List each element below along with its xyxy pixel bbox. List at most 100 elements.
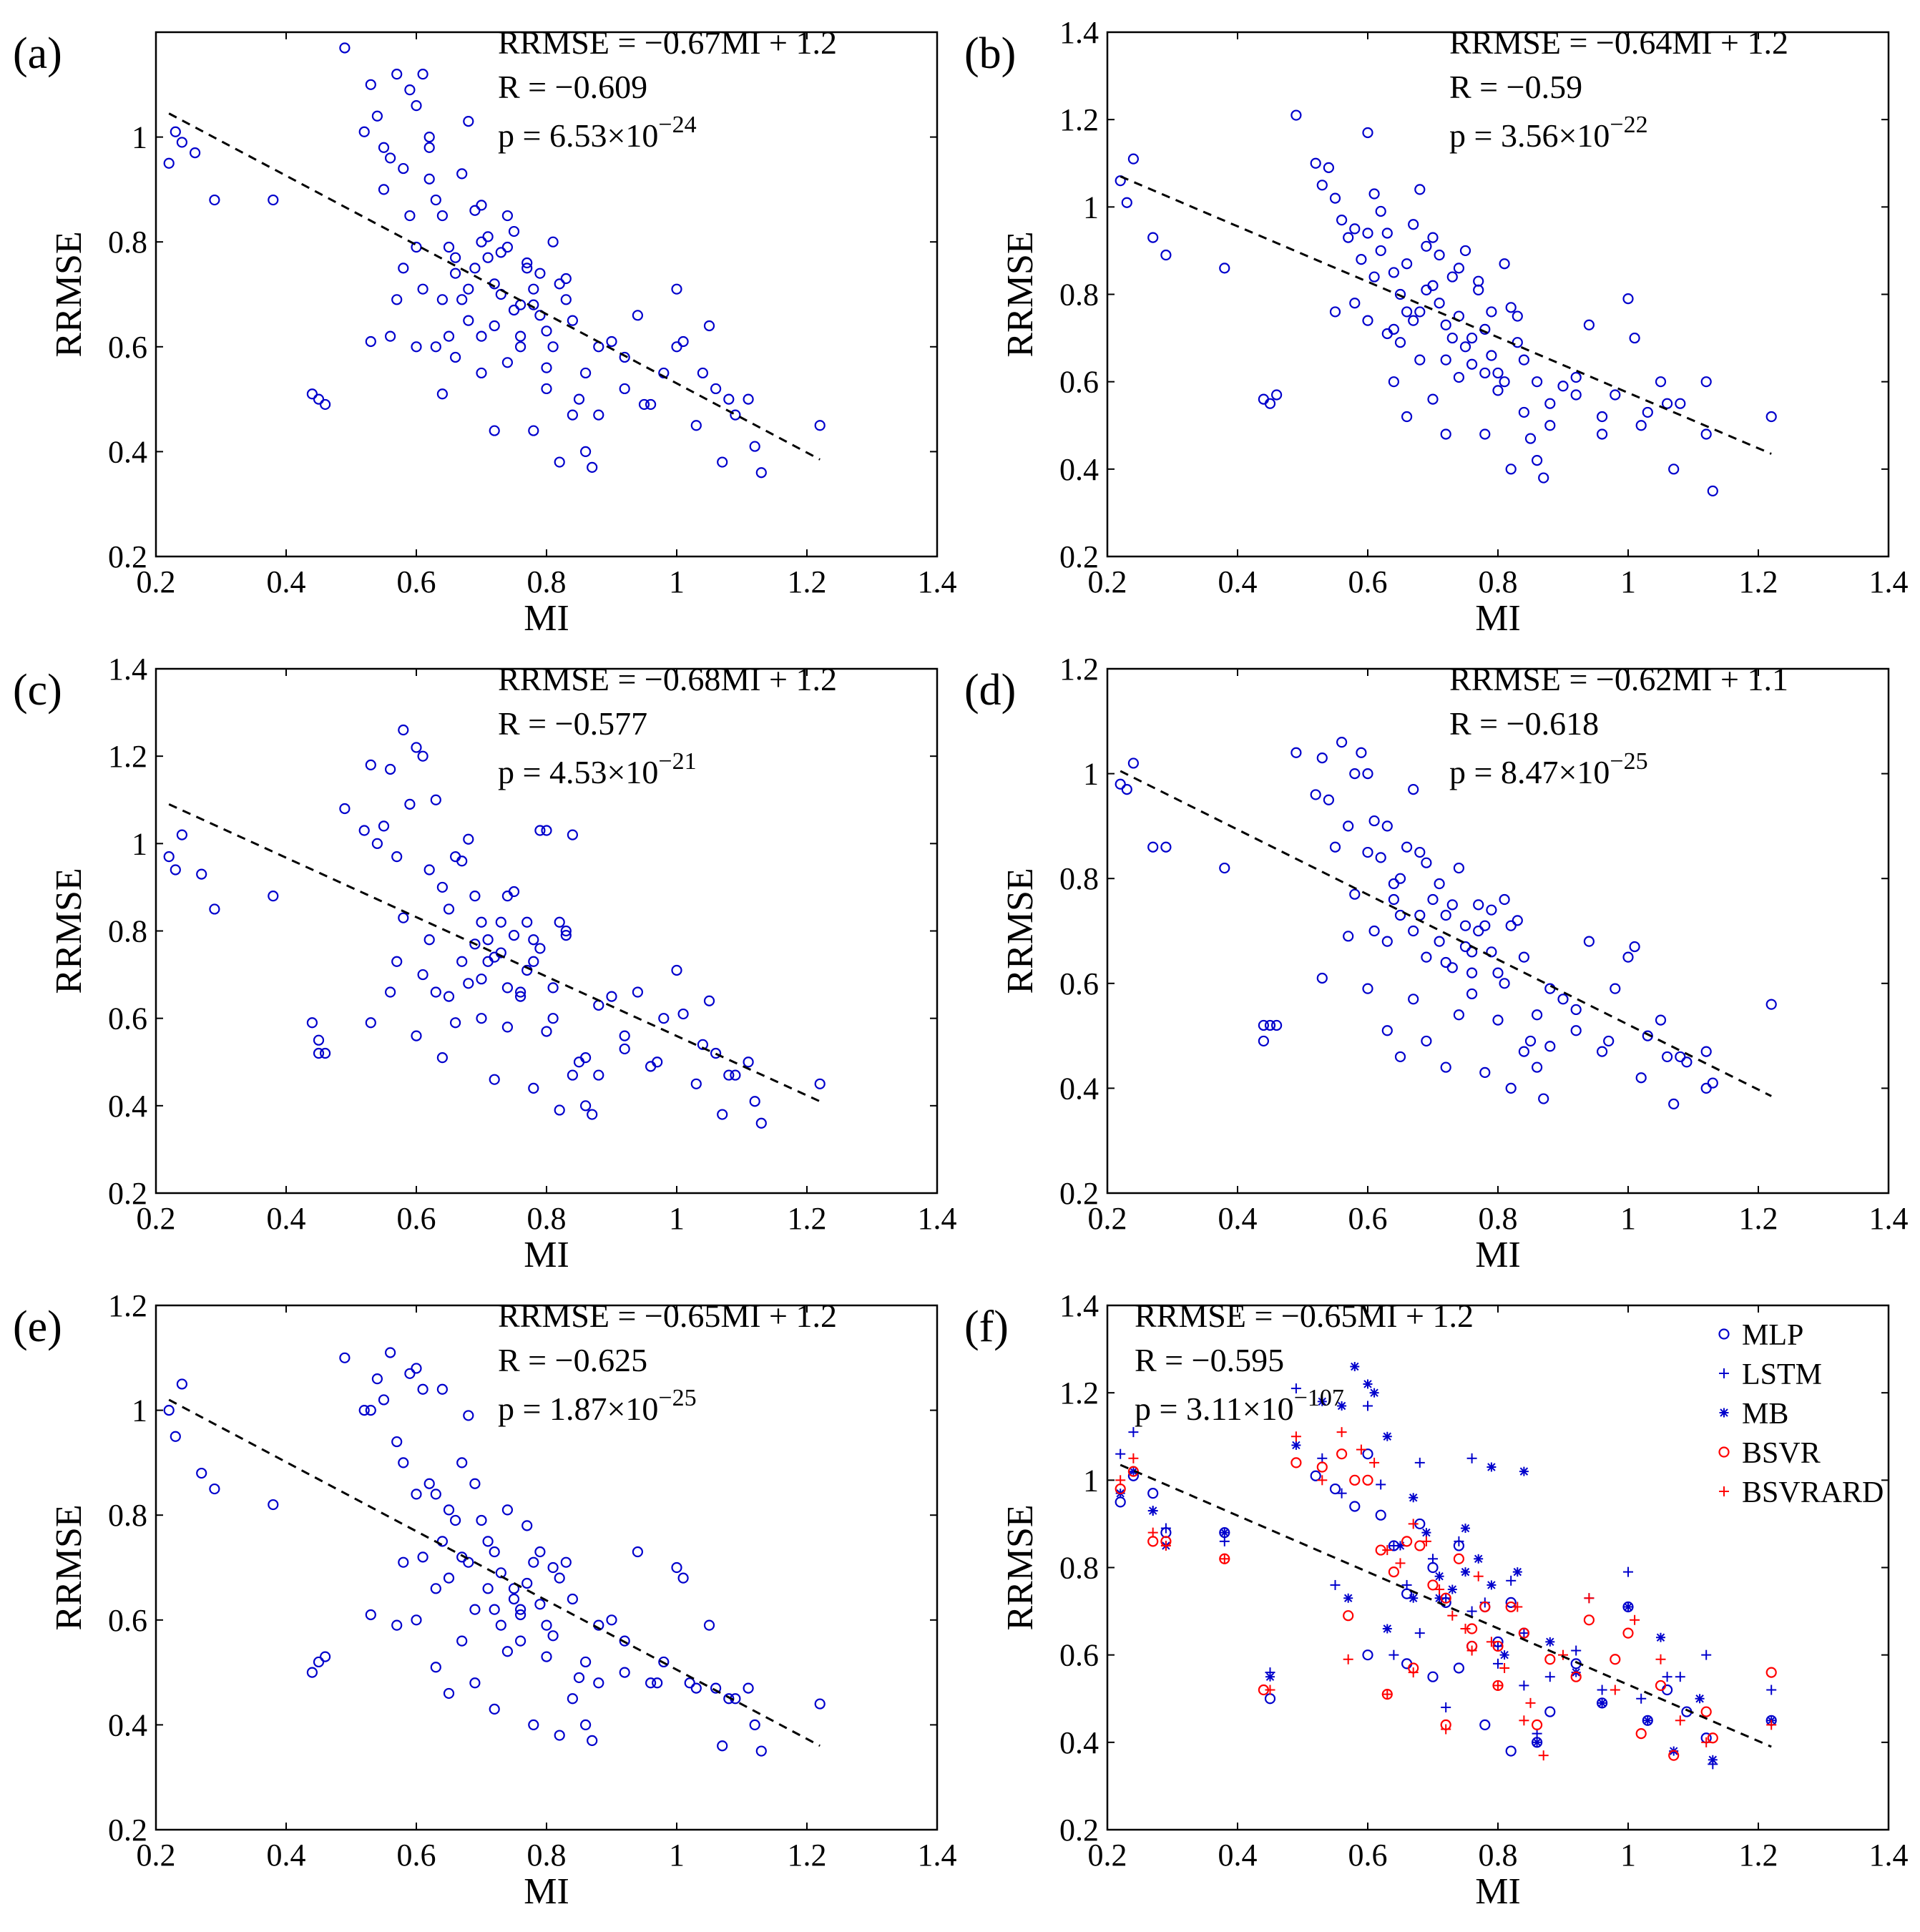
data-point xyxy=(306,388,318,400)
data-point xyxy=(1349,298,1361,309)
data-point xyxy=(456,855,468,867)
equation-text: RRMSE = −0.68MI + 1.2 xyxy=(498,661,837,697)
data-point-bsvr xyxy=(1635,1728,1647,1740)
data-point xyxy=(1381,227,1393,239)
data-point-bsvr xyxy=(1518,1627,1529,1639)
y-tick-label: 1 xyxy=(1083,1463,1099,1498)
data-point xyxy=(417,69,428,80)
data-point xyxy=(1570,389,1582,401)
data-point xyxy=(1408,219,1419,230)
data-point-mb xyxy=(1642,1715,1652,1725)
legend-marker-bsvr xyxy=(1718,1446,1730,1458)
p-value-base: p = 1.87×10 xyxy=(498,1391,658,1427)
data-point xyxy=(423,132,435,143)
data-point xyxy=(1505,302,1517,313)
data-point xyxy=(443,991,455,1002)
data-point xyxy=(593,1677,604,1689)
data-point xyxy=(1597,428,1608,440)
data-point xyxy=(313,393,325,405)
data-point xyxy=(1662,398,1673,409)
legend-label-bsvrard: BSVRARD xyxy=(1742,1476,1884,1509)
data-point-lstm xyxy=(1363,1401,1373,1411)
data-point xyxy=(1219,862,1230,874)
data-point xyxy=(1310,157,1321,169)
data-point xyxy=(717,1740,728,1752)
data-point xyxy=(482,1583,494,1594)
data-point xyxy=(209,194,220,206)
data-point xyxy=(430,341,441,353)
data-point-mb-d2 xyxy=(1409,1494,1418,1502)
data-point-bsvrard xyxy=(1584,1593,1595,1604)
data-point xyxy=(1290,747,1302,758)
data-point-mb xyxy=(1512,1567,1522,1577)
x-tick-label: 1 xyxy=(1620,564,1636,599)
panel-c: 0.2 0.4 0.6 0.8 1 1.2 1.4 0.2 0.4 0.6 0.8 1 1.2 1.4 MI… xyxy=(13,652,957,1275)
x-tick-label: 0.8 xyxy=(1479,564,1518,599)
data-point xyxy=(1629,941,1640,953)
data-point xyxy=(436,1536,449,1547)
data-point xyxy=(443,1504,455,1516)
data-point xyxy=(1343,820,1354,832)
data-point xyxy=(638,398,650,411)
data-point-bsvr xyxy=(1440,1592,1451,1604)
data-point-mb-d2 xyxy=(1370,1388,1378,1397)
x-axis-label: MI xyxy=(524,1871,569,1912)
x-axis-label: MI xyxy=(1475,1871,1521,1912)
data-point xyxy=(423,173,435,185)
data-point xyxy=(411,241,422,253)
data-point-mb xyxy=(1350,1362,1360,1372)
data-point xyxy=(632,1546,644,1558)
data-point-bsvrard xyxy=(1493,1680,1503,1691)
data-point xyxy=(723,1069,735,1081)
data-point-mb xyxy=(1447,1584,1457,1594)
y-tick-label: 1.2 xyxy=(108,739,147,774)
data-point xyxy=(371,110,383,122)
data-point xyxy=(528,1719,539,1730)
data-point xyxy=(358,825,370,836)
data-point xyxy=(814,1698,826,1710)
data-point xyxy=(521,1520,533,1531)
data-point xyxy=(528,425,539,436)
legend-label-mlp: MLP xyxy=(1742,1319,1803,1352)
data-point xyxy=(1700,428,1712,440)
data-point xyxy=(1675,1051,1686,1063)
data-point-lstm xyxy=(1519,1680,1529,1691)
data-point-bsvr xyxy=(1362,1474,1373,1486)
data-point-mb-d2 xyxy=(1129,1467,1138,1476)
data-point xyxy=(378,142,390,153)
data-point xyxy=(1466,967,1478,979)
data-point xyxy=(1440,956,1451,969)
data-point xyxy=(534,1599,546,1610)
data-point xyxy=(1388,323,1400,335)
data-point xyxy=(554,1572,565,1584)
data-point xyxy=(1466,988,1478,1000)
data-point xyxy=(1486,946,1497,958)
panel-label: (b) xyxy=(964,29,1016,78)
data-point xyxy=(1375,245,1386,257)
y-tick-label: 1.4 xyxy=(108,652,147,687)
data-point xyxy=(1532,1061,1543,1073)
p-value-text: p = 4.53×10−21 xyxy=(498,748,697,790)
data-point xyxy=(645,398,657,411)
data-point xyxy=(176,829,187,840)
data-point xyxy=(339,803,351,815)
data-point xyxy=(456,168,468,180)
data-point xyxy=(391,1436,403,1448)
panel-label: (c) xyxy=(13,666,62,715)
data-point xyxy=(723,393,735,405)
data-point xyxy=(528,1556,539,1568)
data-point xyxy=(306,1667,318,1678)
data-points xyxy=(163,724,826,1129)
axes-box xyxy=(1106,31,1890,558)
data-point xyxy=(547,341,559,353)
data-point xyxy=(514,1609,526,1621)
data-point-bsvr xyxy=(1479,1601,1491,1613)
x-tick-label: 0.4 xyxy=(1218,1201,1258,1236)
data-point-bsvr xyxy=(1583,1614,1595,1626)
data-point xyxy=(554,278,565,290)
data-point xyxy=(521,916,533,928)
data-point xyxy=(606,991,617,1002)
data-point xyxy=(1492,367,1504,379)
data-point-mb-d2 xyxy=(1265,1672,1275,1681)
data-point xyxy=(1408,783,1419,795)
